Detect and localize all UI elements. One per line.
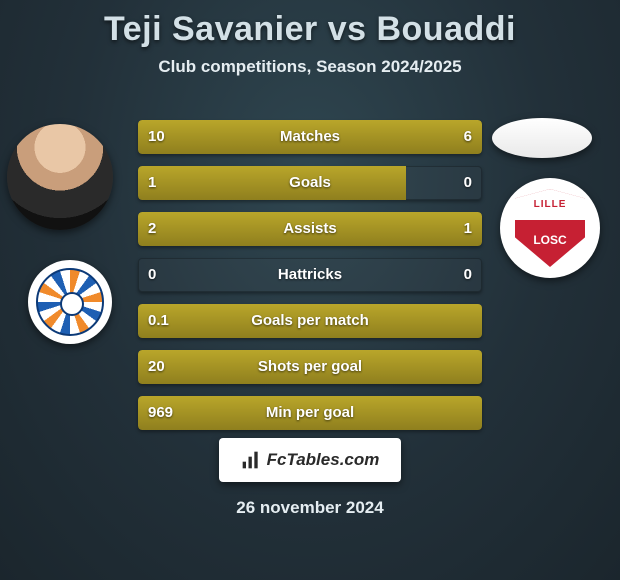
stat-label: Min per goal [138,396,482,430]
club-right-shield: LILLE LOSC [515,189,585,267]
brand-badge[interactable]: FcTables.com [219,438,401,482]
club-right-text: LOSC [533,234,566,246]
stat-row: 106Matches [138,120,482,154]
stat-label: Assists [138,212,482,246]
club-right-shield-top: LILLE [515,189,585,220]
stat-label: Goals per match [138,304,482,338]
club-right-badge: LILLE LOSC [500,178,600,278]
stat-row: 20Shots per goal [138,350,482,384]
stat-label: Matches [138,120,482,154]
player-right-avatar [492,118,592,158]
stat-label: Shots per goal [138,350,482,384]
stat-row: 10Goals [138,166,482,200]
subtitle: Club competitions, Season 2024/2025 [0,57,620,77]
stat-row: 21Assists [138,212,482,246]
bars-icon [241,450,261,470]
stat-row: 0.1Goals per match [138,304,482,338]
stat-label: Goals [138,166,482,200]
page-title: Teji Savanier vs Bouaddi [0,0,620,49]
stat-row: 00Hattricks [138,258,482,292]
stat-row: 969Min per goal [138,396,482,430]
stat-label: Hattricks [138,258,482,292]
brand-text: FcTables.com [267,450,380,470]
club-left-badge [28,260,112,344]
stats-container: 106Matches 10Goals 21Assists 00Hattricks 0.1… [138,120,482,442]
club-left-badge-inner [36,268,104,336]
player-left-avatar [7,124,113,230]
date-text: 26 november 2024 [0,498,620,518]
